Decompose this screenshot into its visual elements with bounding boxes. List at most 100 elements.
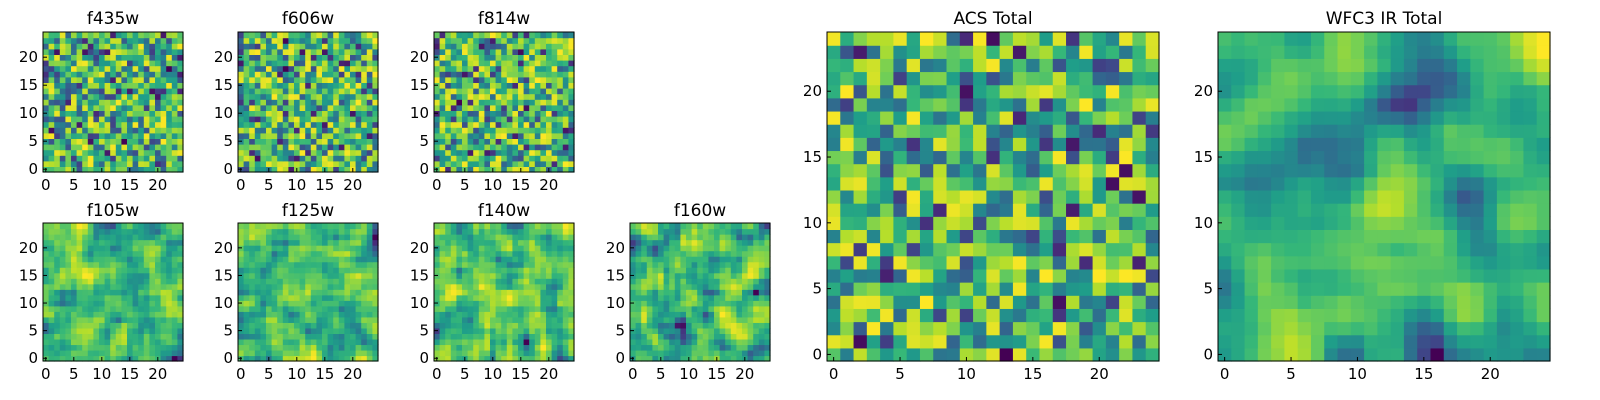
heatmap-cell [534,300,541,307]
heatmap-cell [350,223,357,230]
heatmap-cell [288,99,295,106]
heatmap-cell [327,160,334,167]
heatmap-cell [361,333,368,340]
heatmap-cell [467,110,474,117]
heatmap-cell [299,76,306,83]
heatmap-cell [82,272,89,279]
heatmap-cell [1012,282,1027,296]
heatmap-cell [540,245,547,252]
heatmap-cell [76,99,83,106]
heatmap-cell [764,278,771,285]
heatmap-cell [714,245,721,252]
heatmap-cell [933,282,948,296]
heatmap-cell [635,311,642,318]
heatmap-cell [880,229,894,244]
heatmap-cell [71,333,78,340]
heatmap-cell [1039,268,1054,283]
heatmap-cell [243,327,250,334]
heatmap-cell [316,65,323,72]
heatmap-cell [166,344,173,351]
heatmap-cell [294,127,301,134]
heatmap-cell [143,283,150,290]
heatmap-cell [557,349,564,357]
heatmap-cell [143,155,150,162]
heatmap-cell [646,261,653,268]
heatmap-cell [166,278,173,285]
heatmap-cell [48,311,55,318]
heatmap-cell [366,32,373,39]
heatmap-cell [65,355,72,362]
heatmap-cell [540,349,547,357]
heatmap-cell [243,32,250,39]
heatmap-cell [121,65,128,72]
x-tick-label: 0 [236,365,246,383]
heatmap-cell [338,278,345,285]
heatmap-cell [674,256,681,263]
heatmap-cell [445,327,452,334]
heatmap-cell [641,344,648,351]
heatmap-cell [719,245,726,252]
heatmap-cell [350,272,357,279]
heatmap-cell [669,338,676,346]
heatmap-cell [557,294,564,301]
heatmap-cell [708,294,715,301]
heatmap-cell [1079,176,1094,191]
heatmap-cell [171,155,178,162]
heatmap-cell [445,110,452,117]
heatmap-cell [355,228,362,235]
heatmap-cell [43,338,50,346]
heatmap-cell [366,54,373,61]
heatmap-cell [350,93,357,100]
heatmap-cell [540,110,547,117]
heatmap-cell [702,272,709,279]
heatmap-cell [171,278,178,285]
y-tick-label: 20 [606,239,625,257]
heatmap-cell [512,289,519,296]
heatmap-cell [518,228,525,235]
heatmap-cell [742,333,749,340]
heatmap-cell [266,104,273,111]
heatmap-cell [641,338,648,346]
heatmap-cells [434,223,575,362]
heatmap-cell [260,99,267,106]
heatmap-cell [166,355,173,362]
heatmap-cell [691,294,698,301]
heatmap-cell [484,239,491,246]
heatmap-cell [48,239,55,246]
heatmap-cell [747,267,754,274]
heatmap-cell [714,228,721,235]
heatmap-cell [266,155,273,162]
heatmap-cell [43,305,50,312]
heatmap-cell [155,289,162,296]
heatmap-cell [266,132,273,139]
heatmap-cell [294,322,301,329]
heatmap-cell [1026,282,1041,296]
heatmap-cell [76,355,83,362]
heatmap-cell [725,327,732,334]
heatmap-cell [350,149,357,156]
heatmap-cell [288,88,295,95]
heatmap-cell [71,223,78,230]
heatmap-cell [310,132,317,139]
heatmap-cell [663,305,670,312]
heatmap-cell [54,239,61,246]
heatmap-cell [714,234,721,241]
heatmap-cell [725,283,732,290]
heatmap-cell [104,76,111,83]
heatmap-cell [299,223,306,230]
heatmap-cell [986,229,1001,244]
heatmap-cell [76,294,83,301]
heatmap-cell [93,116,100,123]
heatmap-cell [529,344,536,351]
heatmap-cell [546,234,553,241]
heatmap-cell [277,144,284,151]
heatmap-cell [305,300,312,307]
heatmap-cell [249,43,256,50]
heatmap-cell [271,239,278,246]
heatmap-cell [1012,137,1027,152]
heatmap-cell [333,311,340,318]
heatmap-cell [310,333,317,340]
heatmap-cell [562,223,569,230]
heatmap-cell [456,300,463,307]
